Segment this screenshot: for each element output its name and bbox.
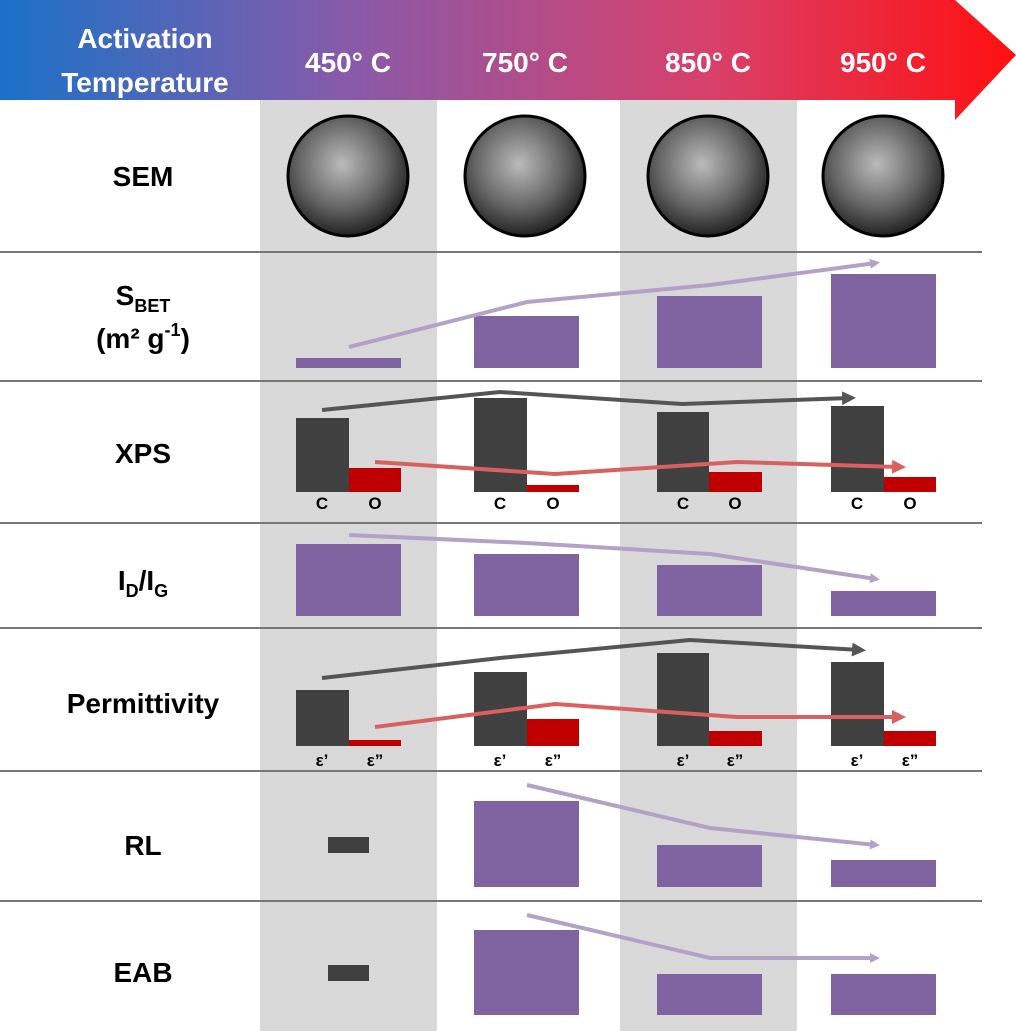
eab-bars <box>328 930 936 1015</box>
eps-real-bars <box>296 653 884 746</box>
bar-label: C <box>316 494 328 513</box>
bar-label: ε” <box>545 751 562 770</box>
idig-bars <box>296 544 936 616</box>
trend-arrow <box>321 389 856 412</box>
unit: (m² g <box>96 323 164 354</box>
trend-arrow <box>374 701 906 729</box>
column-header: 950° C <box>840 47 926 78</box>
unit-end: ) <box>181 323 190 354</box>
xps-c-bars <box>296 398 884 492</box>
row-label-sub: G <box>154 581 168 601</box>
unit-sup: -1 <box>165 320 181 340</box>
eps-bar-labels: ε’ ε” ε’ ε” ε’ ε” ε’ ε” <box>316 751 919 770</box>
bar-label: ε’ <box>494 751 507 770</box>
sbet-bars <box>296 274 936 368</box>
separators <box>0 251 982 902</box>
row-label-main: S <box>116 280 135 311</box>
bar-label: ε” <box>902 751 919 770</box>
bar-label: ε’ <box>316 751 329 770</box>
xps-bar-labels: C O C O C O C O <box>316 494 917 513</box>
bar-label: C <box>494 494 506 513</box>
column-header: 750° C <box>482 47 568 78</box>
eps-imag-bars <box>349 719 936 746</box>
bar-label: C <box>677 494 689 513</box>
column-header: 850° C <box>665 47 751 78</box>
bar-label: O <box>368 494 381 513</box>
rl-bars <box>328 801 936 887</box>
row-label-sub: D <box>126 581 139 601</box>
trend-arrow <box>526 783 880 850</box>
bar-label: ε” <box>367 751 384 770</box>
row-label: ID/IG <box>118 565 168 601</box>
header-title: Activation <box>77 23 212 54</box>
row-label-sub: BET <box>134 296 170 316</box>
header-arrow <box>0 0 1016 120</box>
trend-arrow <box>374 459 906 477</box>
bar-label: O <box>903 494 916 513</box>
trend-arrow <box>526 913 880 963</box>
row-label: RL <box>124 830 161 861</box>
sem-images <box>286 114 945 238</box>
bar-label: O <box>546 494 559 513</box>
trend-arrow <box>321 637 866 680</box>
trend-arrow <box>348 258 880 349</box>
bar-label: ε’ <box>851 751 864 770</box>
bar-label: C <box>851 494 863 513</box>
bar-label: O <box>728 494 741 513</box>
trend-arrow <box>348 533 880 584</box>
row-label-sep: /I <box>139 565 155 596</box>
column-header: 450° C <box>305 47 391 78</box>
row-label: (m² g-1) <box>96 320 190 354</box>
row-label: Permittivity <box>67 688 220 719</box>
row-label: XPS <box>115 438 171 469</box>
header-title: Temperature <box>61 67 229 98</box>
row-label: SBET <box>116 280 171 316</box>
row-label-main: I <box>118 565 126 596</box>
bar-label: ε’ <box>677 751 690 770</box>
bar-label: ε” <box>727 751 744 770</box>
row-label: EAB <box>113 957 172 988</box>
xps-o-bars <box>349 468 936 492</box>
row-label: SEM <box>113 161 174 192</box>
